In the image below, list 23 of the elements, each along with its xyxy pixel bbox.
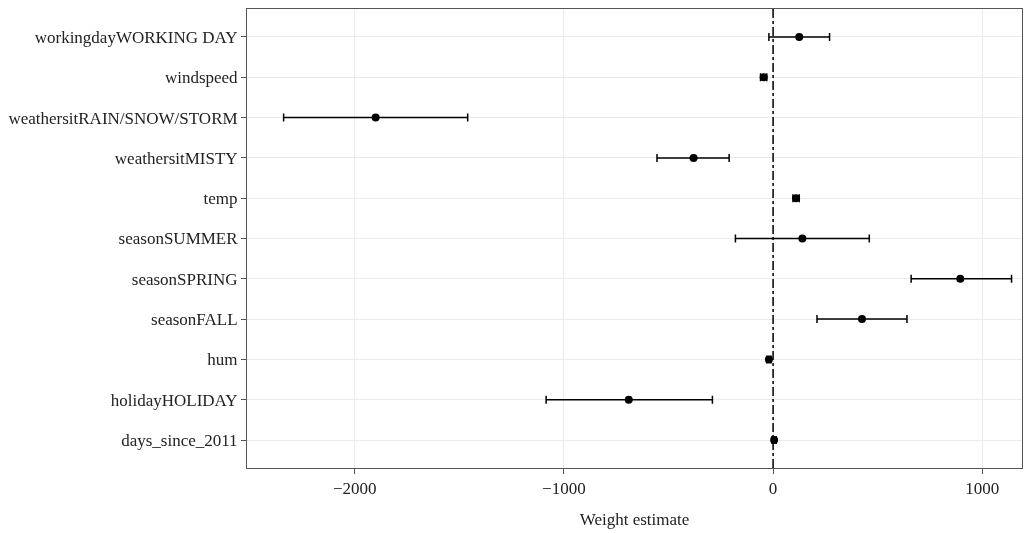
y-tick-label: hum [207,350,238,370]
y-tick-label: holidayHOLIDAY [110,390,238,410]
y-tick-label: days_since_2011 [121,431,238,450]
y-tick-label: weathersitRAIN/SNOW/STORM [8,108,238,128]
x-tick-label: 1000 [965,479,1000,499]
point [857,315,866,324]
y-tick-label: seasonSPRING [131,269,238,289]
x-tick-label: −2000 [332,479,377,499]
y-tick-label: seasonFALL [151,310,238,330]
point [795,32,804,41]
point [798,234,807,243]
point [624,395,633,404]
point [956,274,965,283]
y-tick-label: workingdayWORKING DAY [34,27,238,47]
x-tick-label: −1000 [542,479,586,499]
point [689,153,698,162]
y-tick-label: weathersitMISTY [114,148,238,168]
y-tick-label: windspeed [164,68,239,88]
point [371,113,380,122]
y-tick-label: seasonSUMMER [118,229,239,249]
x-tick-label: 0 [768,479,778,499]
x-axis-title: Weight estimate [579,509,690,529]
y-tick-label: temp [203,189,238,209]
